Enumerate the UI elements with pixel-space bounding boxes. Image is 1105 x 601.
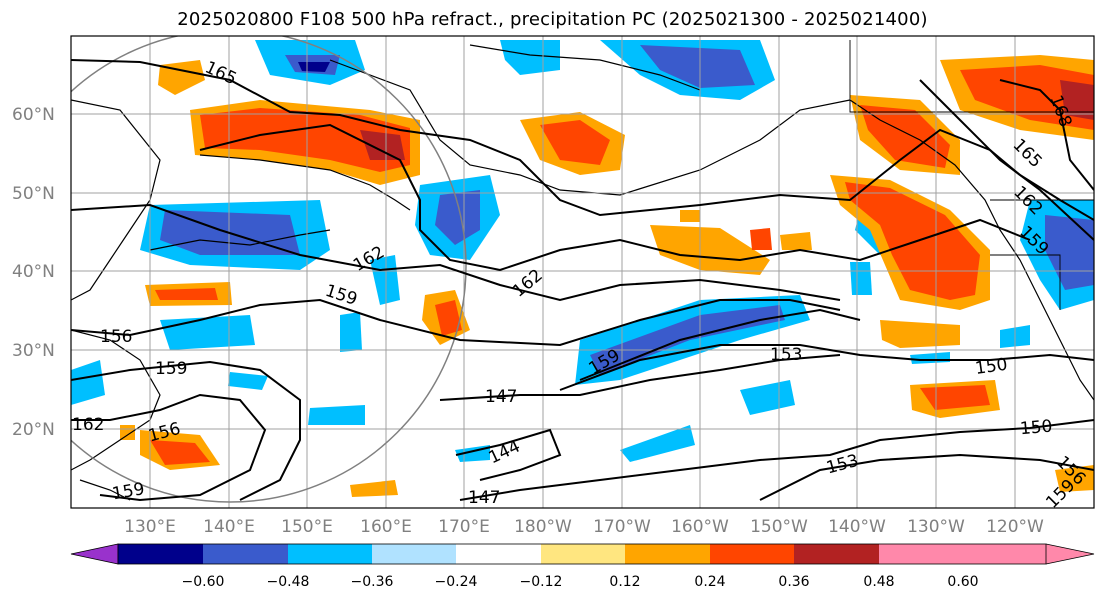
lon-axis: 130°E 140°E 150°E 160°E 170°E 180°W 170°… [124, 517, 1044, 537]
contour-label: 147 [468, 488, 500, 508]
lat-label: 30°N [12, 341, 55, 361]
range-circle [71, 36, 467, 503]
lon-label: 170°E [438, 517, 490, 537]
contour-label: 147 [485, 387, 517, 407]
map-title: 2025020800 F108 500 hPa refract., precip… [177, 9, 928, 30]
colorbar-tick: 0.36 [778, 574, 809, 590]
lon-label: 130°W [907, 517, 965, 537]
colorbar-segment [625, 544, 710, 564]
colorbar-segment [456, 544, 541, 564]
colorbar-tick: 0.24 [694, 574, 725, 590]
colorbar-tick: −0.36 [351, 574, 394, 590]
lon-label: 140°E [203, 517, 255, 537]
plot-frame [70, 35, 1095, 509]
colorbar: −0.60 −0.48 −0.36 −0.24 −0.12 0.12 0.24 … [70, 543, 1095, 590]
colorbar-extend-min [70, 543, 119, 565]
lat-label: 20°N [12, 420, 55, 440]
colorbar-extend-max [963, 544, 1094, 564]
colorbar-segment [203, 544, 288, 564]
contour-label: 162 [72, 415, 104, 435]
lat-label: 60°N [12, 105, 55, 125]
colorbar-tick: −0.48 [267, 574, 310, 590]
colorbar-tick: −0.60 [182, 574, 225, 590]
lon-label: 120°W [986, 517, 1044, 537]
colorbar-segment [288, 544, 372, 564]
lat-label: 50°N [12, 184, 55, 204]
colorbar-segment [541, 544, 625, 564]
contour-label: 159 [155, 359, 187, 379]
coastlines [71, 44, 1094, 501]
colorbar-tick: 0.60 [947, 574, 978, 590]
colorbar-tick: 0.12 [609, 574, 640, 590]
colorbar-segment [118, 544, 203, 564]
lon-label: 160°E [360, 517, 412, 537]
colorbar-frame-right [1045, 543, 1095, 565]
lat-axis: 60°N 50°N 40°N 30°N 20°N [12, 105, 55, 440]
lon-label: 180°W [514, 517, 572, 537]
lon-label: 160°W [671, 517, 729, 537]
colorbar-frame [117, 543, 1047, 565]
lon-label: 170°W [593, 517, 651, 537]
colorbar-tick: −0.24 [435, 574, 478, 590]
lon-label: 130°E [124, 517, 176, 537]
lon-label: 150°E [281, 517, 333, 537]
colorbar-segment [710, 544, 794, 564]
contour-label: 156 [100, 327, 132, 347]
lon-label: 150°W [750, 517, 808, 537]
contour-label: 153 [770, 345, 802, 365]
contour-label: 150 [1019, 417, 1053, 440]
colorbar-segment [372, 544, 456, 564]
contour-label: 150 [974, 355, 1009, 379]
lon-label: 140°W [828, 517, 886, 537]
colorbar-tick: −0.12 [520, 574, 563, 590]
colorbar-segment [879, 544, 963, 564]
colorbar-segment [794, 544, 879, 564]
colorbar-tick: 0.48 [863, 574, 894, 590]
lat-label: 40°N [12, 262, 55, 282]
gridlines [71, 36, 1094, 508]
borders [849, 40, 1094, 310]
refractivity-contours [71, 59, 1094, 502]
